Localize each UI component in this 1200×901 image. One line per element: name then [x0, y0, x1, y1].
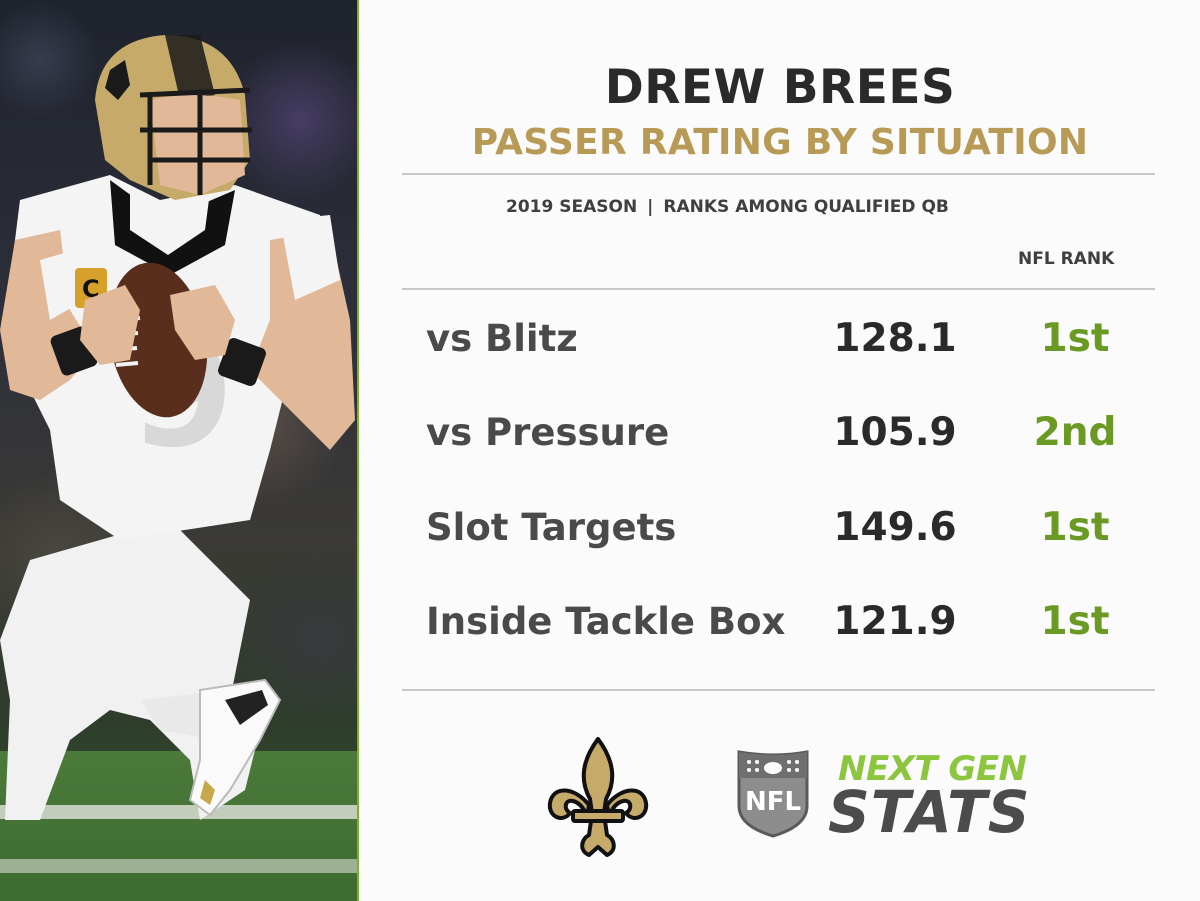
stat-row: Slot Targets 149.6 1st — [360, 498, 1200, 558]
passer-rating-value: 128.1 — [833, 316, 957, 361]
meta-separator: | — [647, 197, 654, 217]
yard-line — [0, 805, 357, 819]
stat-row: Inside Tackle Box 121.9 1st — [360, 592, 1200, 652]
field-turf — [0, 751, 357, 901]
divider — [402, 288, 1155, 290]
situation-label: Slot Targets — [426, 506, 677, 549]
nfl-rank-header: NFL RANK — [1018, 249, 1115, 269]
nfl-rank-value: 1st — [1040, 599, 1110, 644]
stats-label: STATS — [828, 778, 1031, 846]
passer-rating-value: 149.6 — [833, 505, 957, 550]
nfl-rank-value: 1st — [1040, 505, 1110, 550]
passer-rating-value: 121.9 — [833, 599, 957, 644]
stats-card: DREW BREES PASSER RATING BY SITUATION 20… — [360, 0, 1200, 901]
passer-rating-value: 105.9 — [833, 410, 957, 455]
situation-label: vs Pressure — [426, 411, 670, 454]
accent-divider — [357, 0, 359, 901]
card-subtitle: PASSER RATING BY SITUATION — [471, 122, 1089, 163]
ranking-context: RANKS AMONG QUALIFIED QB — [663, 197, 949, 217]
next-gen-label: NEXT GEN — [838, 749, 1027, 789]
stat-row: vs Blitz 128.1 1st — [360, 309, 1200, 369]
divider — [402, 689, 1155, 691]
season-label: 2019 SEASON — [506, 197, 638, 217]
player-photo: 9 C — [0, 0, 357, 901]
situation-label: Inside Tackle Box — [426, 600, 786, 643]
nfl-rank-value: 2nd — [1033, 410, 1117, 455]
player-name: DREW BREES — [604, 60, 956, 115]
svg-text:C: C — [82, 275, 100, 303]
season-context: 2019 SEASON | RANKS AMONG QUALIFIED QB — [506, 197, 949, 217]
nfl-rank-value: 1st — [1040, 316, 1110, 361]
yard-line — [0, 859, 357, 873]
situation-label: vs Blitz — [426, 317, 578, 360]
nfl-shield-icon: NFL — [737, 750, 809, 838]
divider — [402, 173, 1155, 175]
quarterback-figure: 9 C — [0, 35, 355, 820]
fleur-de-lis-icon — [547, 737, 649, 857]
stat-row: vs Pressure 105.9 2nd — [360, 403, 1200, 463]
svg-text:NFL: NFL — [745, 787, 801, 817]
